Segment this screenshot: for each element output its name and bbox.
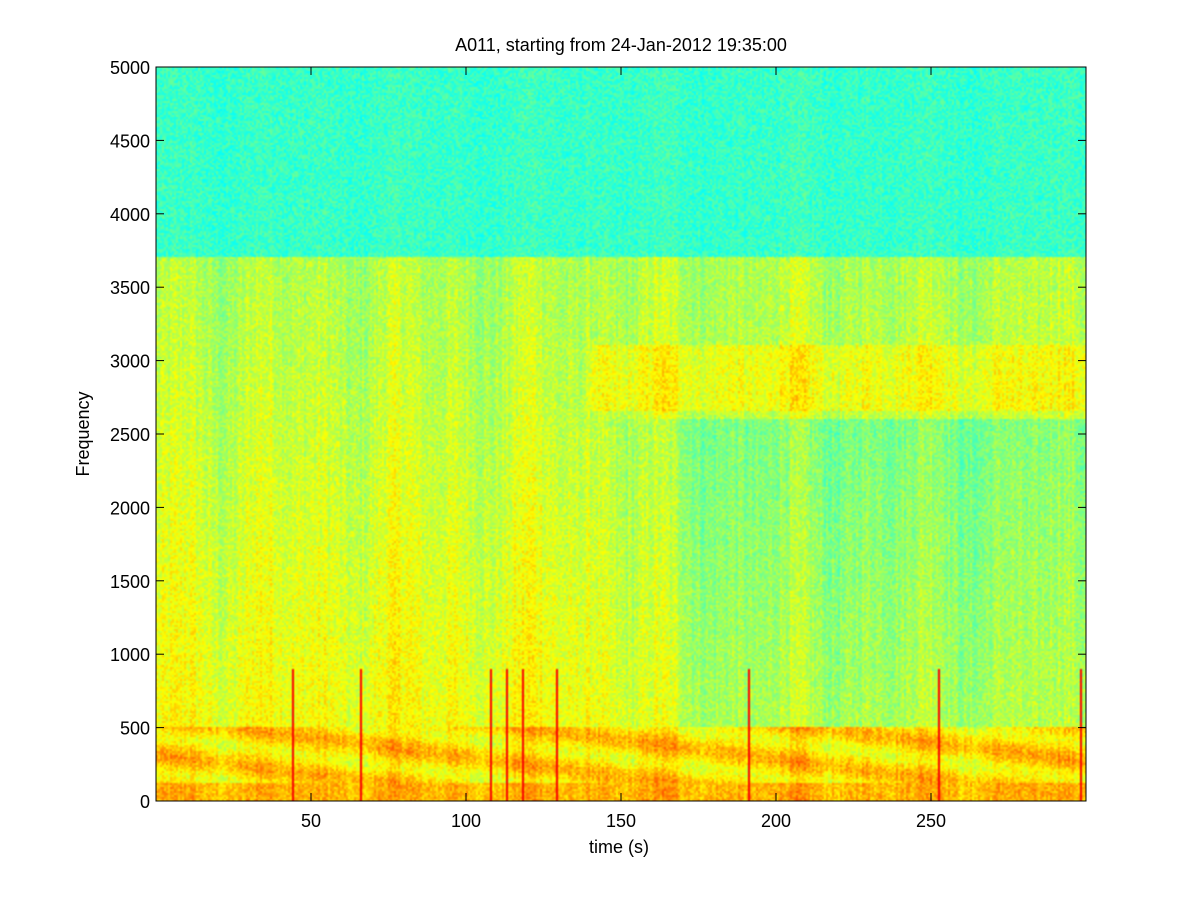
y-tick-label: 4000 [110, 205, 150, 225]
x-tick-label: 100 [451, 811, 481, 831]
y-tick-label: 3000 [110, 352, 150, 372]
x-axis: 50 100 150 200 250 [301, 67, 946, 831]
y-tick-label: 4500 [110, 131, 150, 151]
plot-frame [155, 66, 1087, 802]
y-tick-label: 5000 [110, 58, 150, 78]
y-tick-label: 3500 [110, 278, 150, 298]
y-tick-label: 2000 [110, 498, 150, 518]
spectrogram-image [156, 67, 1086, 801]
chart-title: A011, starting from 24-Jan-2012 19:35:00 [455, 35, 787, 55]
y-tick-label: 2500 [110, 425, 150, 445]
x-tick-label: 50 [301, 811, 321, 831]
y-axis-label: Frequency [73, 391, 93, 476]
y-tick-label: 1500 [110, 572, 150, 592]
y-axis: 0 500 1000 1500 2000 2500 3000 3500 4000 4500 5000 [110, 58, 1086, 812]
y-tick-label: 1000 [110, 645, 150, 665]
x-tick-label: 250 [916, 811, 946, 831]
x-tick-label: 200 [761, 811, 791, 831]
x-axis-label: time (s) [589, 837, 649, 857]
y-tick-label: 0 [140, 792, 150, 812]
y-tick-label: 500 [120, 719, 150, 739]
x-tick-label: 150 [606, 811, 636, 831]
